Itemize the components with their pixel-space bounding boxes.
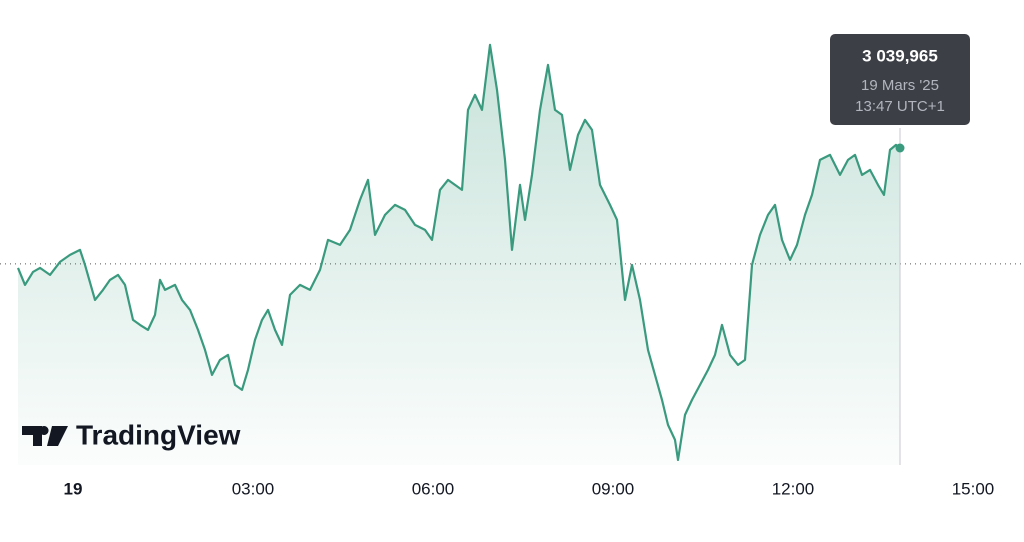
tooltip-value: 3 039,965 (862, 46, 938, 65)
x-tick-label: 03:00 (232, 479, 275, 498)
x-tick-label: 06:00 (412, 479, 455, 498)
logo-icon (22, 426, 68, 446)
x-tick-label: 19 (64, 479, 83, 498)
price-line (16, 43, 901, 461)
logo: TradingView (22, 419, 241, 450)
x-tick-label: 09:00 (592, 479, 635, 498)
area-fill (18, 44, 900, 466)
tooltip-date: 19 Mars '25 (861, 77, 939, 94)
tooltip-time: 13:47 UTC+1 (855, 98, 945, 115)
last-point (895, 143, 905, 153)
logo-text: TradingView (76, 419, 241, 450)
tooltip-box (830, 34, 970, 125)
x-tick-label: 12:00 (772, 479, 815, 498)
x-tick-label: 15:00 (952, 479, 995, 498)
